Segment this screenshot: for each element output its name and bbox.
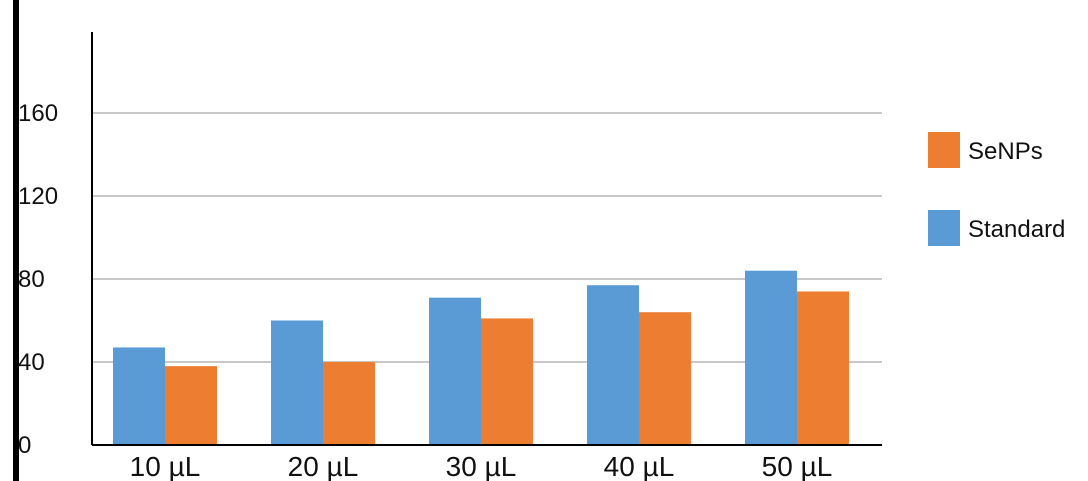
x-tick-label: 10 µL bbox=[130, 451, 201, 481]
y-tick-label: 80 bbox=[18, 266, 45, 293]
bar-senps-4 bbox=[639, 312, 691, 445]
bar-standard-1 bbox=[113, 347, 165, 445]
bar-standard-3 bbox=[429, 297, 481, 445]
legend: SeNPs Standard bbox=[928, 132, 1065, 246]
bar-senps-5 bbox=[797, 291, 849, 445]
bar-standard-2 bbox=[271, 320, 323, 445]
x-tick-label: 50 µL bbox=[762, 451, 833, 481]
y-tick-label: 0 bbox=[18, 432, 31, 459]
y-tick-labels: 0 40 80 120 160 bbox=[18, 100, 58, 459]
legend-swatch-standard bbox=[928, 210, 960, 246]
bar-senps-3 bbox=[481, 318, 533, 445]
axes bbox=[91, 32, 882, 446]
legend-swatch-senps bbox=[928, 132, 960, 168]
x-tick-label: 30 µL bbox=[446, 451, 517, 481]
x-tick-label: 40 µL bbox=[604, 451, 675, 481]
bar-standard-5 bbox=[745, 270, 797, 445]
bar-standard-4 bbox=[587, 285, 639, 445]
y-tick-label: 120 bbox=[18, 183, 58, 210]
bar-senps-1 bbox=[165, 366, 217, 445]
bars bbox=[113, 270, 849, 445]
y-tick-label: 160 bbox=[18, 100, 58, 127]
legend-label-senps: SeNPs bbox=[968, 138, 1043, 165]
x-tick-labels: 10 µL 20 µL 30 µL 40 µL 50 µL bbox=[130, 451, 833, 481]
bar-senps-2 bbox=[323, 362, 375, 445]
y-tick-label: 40 bbox=[18, 349, 45, 376]
legend-label-standard: Standard bbox=[968, 216, 1065, 243]
x-tick-label: 20 µL bbox=[288, 451, 359, 481]
